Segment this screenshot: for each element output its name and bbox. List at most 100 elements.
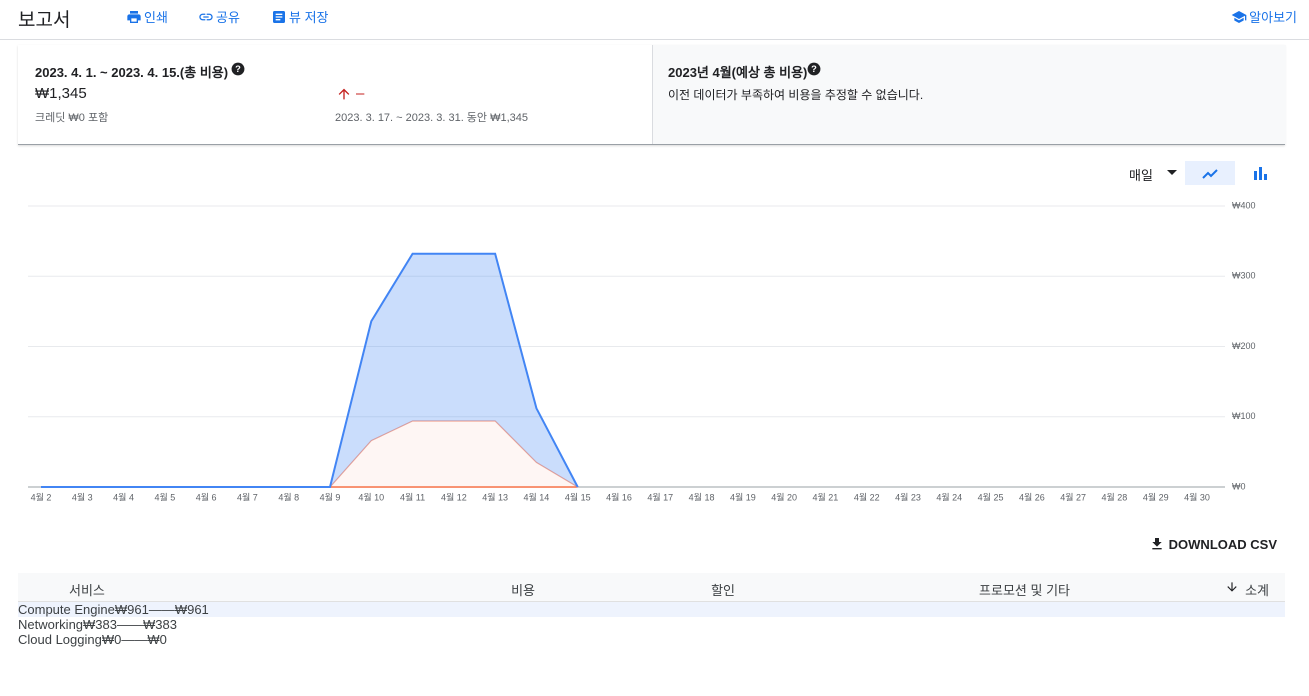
change-value: – [356,85,365,102]
service-name: Networking [18,617,84,632]
help-icon[interactable]: ? [231,62,245,76]
x-tick-label: 4월 8 [278,491,299,502]
x-tick-label: 4월 13 [482,491,508,502]
table-cell: ₩0 [101,632,122,647]
column-header: 비용 [511,583,535,598]
x-tick-label: 4월 12 [441,491,467,502]
x-tick-label: 4월 10 [358,491,384,502]
y-tick-label: ₩200 [1232,341,1256,351]
save-view-label: 뷰 저장 [289,10,329,25]
x-tick-label: 4월 7 [237,491,258,502]
page-title: 보고서 [18,10,71,31]
y-tick-label: ₩0 [1232,481,1246,491]
top-bar: 보고서 인쇄 공유 뷰 저장 알아보기 [0,0,1309,40]
x-tick-label: 4월 19 [730,491,756,502]
line [41,252,579,488]
learn-button[interactable]: 알아보기 [1231,7,1297,26]
up-arrow [338,88,350,100]
table-cell: — [130,617,143,632]
x-tick-label: 4월 23 [895,491,921,502]
service-name: Compute Engine [18,602,115,617]
column-header: 프로모션 및 기타 [979,583,1070,598]
line-icon [1202,169,1218,179]
x-tick-label: 4월 20 [771,491,797,502]
y-tick-label: ₩300 [1232,271,1256,281]
x-tick-label: 4월 27 [1060,491,1086,502]
granularity-select[interactable]: 매일 [1129,168,1153,183]
table-cell: ₩961 [114,602,149,617]
table-row: Cloud Logging₩0——₩0 [18,632,1285,647]
forecast-panel: 2023년 4월(예상 총 비용) ? 이전 데이터가 부족하여 비용을 추정할… [652,45,1286,144]
x-tick-label: 4월 22 [854,491,880,502]
table-cell: ₩383 [83,617,117,632]
bar-view-button[interactable] [1252,165,1268,181]
download-csv-button[interactable]: DOWNLOAD CSV [1149,536,1277,552]
area [41,253,578,487]
x-tick-label: 4월 25 [978,491,1004,502]
forecast-title: 2023년 4월(예상 총 비용) [668,65,808,80]
table-cell: ₩383 [143,617,177,632]
table-cell: — [161,602,175,617]
comparison-note: 2023. 3. 17. ~ 2023. 3. 31. 동안 ₩1,345 [335,112,529,124]
x-tick-label: 4월 5 [154,491,175,502]
x-tick-label: 4월 3 [72,491,93,502]
x-tick-label: 4월 6 [196,491,217,502]
summary-card: 2023. 4. 1. ~ 2023. 4. 15.(총 비용) ? ₩1,34… [18,45,1286,145]
cost-chart: ₩0 ₩100 ₩200 ₩300 ₩400 4월 2 4월 3 4월 4 4월 5 4월 6 4월… [28,200,1256,502]
x-tick-label: 4월 17 [647,491,673,502]
print-button[interactable]: 인쇄 [126,7,168,26]
table-row: Compute Engine₩961——₩961 [18,602,1285,617]
table-cell: — [134,632,148,647]
share-button[interactable]: 공유 [198,7,240,26]
sort-arrow[interactable] [1225,579,1239,595]
share-label: 공유 [216,10,240,25]
forecast-note: 이전 데이터가 부족하여 비용을 추정할 수 없습니다. [668,88,924,102]
table-cell: — [148,602,162,617]
print-icon [127,10,141,23]
x-tick-label: 4월 21 [813,491,839,502]
service-name: Cloud Logging [18,632,102,647]
svg-text:?: ? [811,64,817,74]
table-cell: — [121,632,135,647]
cost-table: 서비스 비용 할인 프로모션 및 기타 소계 Compute Engine₩96… [18,573,1285,647]
print-label: 인쇄 [144,10,168,25]
learn-label: 알아보기 [1249,10,1297,25]
x-tick-label: 4월 15 [565,491,591,502]
area [41,420,578,487]
column-header: 소계 [1245,583,1269,598]
table-cell: ₩0 [147,632,167,647]
x-tick-label: 4월 11 [400,491,425,502]
x-tick-label: 4월 29 [1143,491,1169,502]
total-cost: ₩1,345 [35,85,87,102]
x-tick-label: 4월 2 [31,491,52,502]
table-cell: ₩961 [174,602,209,617]
x-tick-label: 4월 28 [1102,491,1128,502]
table-cell: — [117,617,130,632]
line-view-button[interactable] [1185,161,1235,185]
y-tick-label: ₩400 [1232,200,1256,210]
x-tick-label: 4월 26 [1019,491,1045,502]
x-tick-label: 4월 30 [1184,491,1210,502]
table-row: Networking₩383——₩383 [18,617,1285,632]
x-tick-label: 4월 14 [524,491,550,502]
svg-text:?: ? [235,64,241,74]
save-view-button[interactable]: 뷰 저장 [271,7,329,26]
dropdown-arrow [1167,170,1177,175]
school-icon [1231,10,1247,23]
download-label: DOWNLOAD CSV [1168,536,1277,552]
y-tick-label: ₩100 [1232,411,1256,421]
x-tick-label: 4월 18 [689,491,715,502]
download-icon [1151,538,1162,550]
x-tick-label: 4월 9 [320,491,341,502]
link-icon [199,13,213,20]
help-icon[interactable]: ? [807,62,821,76]
column-header: 서비스 [69,583,105,598]
credit-note: 크레딧 ₩0 포함 [35,112,109,124]
x-tick-label: 4월 16 [606,491,632,502]
x-tick-label: 4월 24 [936,491,962,502]
table-header: 서비스 비용 할인 프로모션 및 기타 소계 [18,573,1285,602]
doc-icon [273,10,285,23]
period-label: 2023. 4. 1. ~ 2023. 4. 15.(총 비용) [35,65,229,80]
x-tick-label: 4월 4 [113,491,134,502]
